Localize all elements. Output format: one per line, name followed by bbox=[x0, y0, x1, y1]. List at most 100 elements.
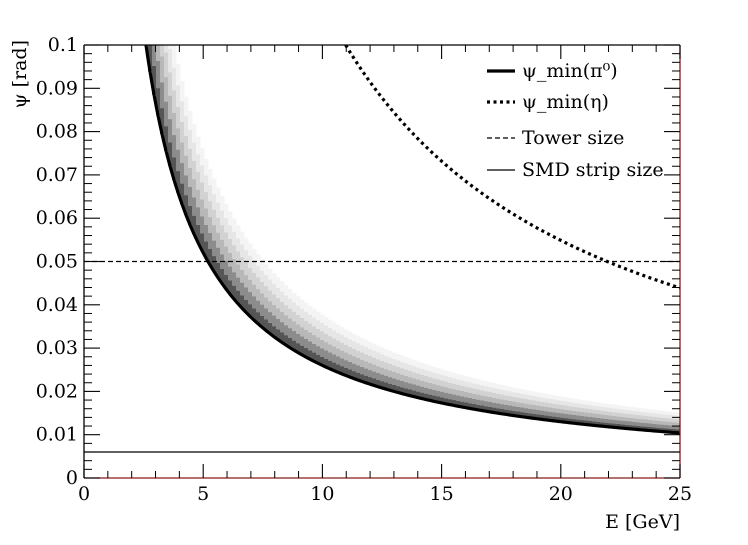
density-cell bbox=[536, 401, 541, 406]
density-cell bbox=[264, 264, 269, 276]
density-cell bbox=[448, 382, 453, 389]
density-cell bbox=[320, 331, 325, 340]
density-cell bbox=[424, 375, 429, 382]
density-cell bbox=[564, 401, 569, 406]
density-cell bbox=[364, 361, 369, 369]
density-cell bbox=[212, 240, 217, 257]
y-tick-label: 0.05 bbox=[36, 251, 78, 273]
density-cell bbox=[568, 414, 573, 419]
density-cell bbox=[580, 403, 585, 408]
x-tick-label: 20 bbox=[549, 483, 573, 505]
density-cell bbox=[316, 311, 321, 321]
density-cell bbox=[268, 268, 273, 280]
density-cell bbox=[240, 244, 245, 258]
density-cell bbox=[264, 286, 269, 298]
density-cell bbox=[256, 300, 261, 313]
density-cell bbox=[188, 110, 193, 130]
density-cell bbox=[500, 399, 505, 405]
density-cell bbox=[488, 397, 493, 402]
density-cell bbox=[376, 352, 381, 360]
density-cell bbox=[200, 182, 205, 200]
density-cell bbox=[296, 314, 301, 325]
density-cell bbox=[448, 377, 453, 383]
density-cell bbox=[584, 416, 589, 421]
density-cell bbox=[404, 382, 409, 389]
density-cell bbox=[432, 384, 437, 390]
density-cell bbox=[612, 423, 617, 428]
density-cell bbox=[448, 399, 453, 405]
density-cell bbox=[376, 345, 381, 353]
density-cell bbox=[524, 408, 529, 413]
density-cell bbox=[568, 418, 573, 423]
density-cell bbox=[160, 82, 165, 109]
density-cell bbox=[656, 427, 661, 432]
density-cell bbox=[404, 363, 409, 370]
density-cell bbox=[492, 383, 497, 388]
density-cell bbox=[476, 389, 481, 395]
density-cell bbox=[612, 415, 617, 420]
density-cell bbox=[404, 375, 409, 383]
density-cell bbox=[216, 247, 221, 263]
density-cell bbox=[156, 60, 161, 89]
density-cell bbox=[428, 388, 433, 395]
density-cell bbox=[428, 365, 433, 372]
density-cell bbox=[452, 378, 457, 384]
density-cell bbox=[156, 45, 161, 61]
density-cell bbox=[516, 397, 521, 403]
density-cell bbox=[456, 395, 461, 401]
density-cell bbox=[320, 356, 325, 366]
density-cell bbox=[668, 418, 673, 422]
density-cell bbox=[636, 425, 641, 430]
density-cell bbox=[360, 352, 365, 360]
density-cell bbox=[204, 175, 209, 193]
density-cell bbox=[508, 405, 513, 411]
density-cell bbox=[572, 398, 577, 403]
y-tick-label: 0.07 bbox=[36, 164, 78, 186]
density-cell bbox=[448, 388, 453, 394]
density-cell bbox=[232, 231, 237, 246]
density-cell bbox=[608, 419, 613, 424]
density-cell bbox=[228, 280, 233, 295]
density-cell bbox=[288, 318, 293, 329]
density-cell bbox=[328, 360, 333, 369]
density-cell bbox=[644, 423, 649, 427]
density-cell bbox=[352, 371, 357, 379]
density-cell bbox=[544, 415, 549, 420]
density-cell bbox=[664, 428, 669, 432]
density-cell bbox=[268, 301, 273, 313]
density-cell bbox=[396, 379, 401, 387]
density-cell bbox=[460, 391, 465, 397]
density-cell bbox=[600, 414, 605, 419]
density-cell bbox=[364, 347, 369, 355]
density-cell bbox=[288, 328, 293, 338]
density-cell bbox=[560, 409, 565, 414]
density-cell bbox=[480, 385, 485, 391]
density-cell bbox=[320, 322, 325, 332]
density-cell bbox=[324, 325, 329, 334]
density-cell bbox=[576, 407, 581, 412]
density-cell bbox=[476, 384, 481, 390]
density-cell bbox=[180, 80, 185, 102]
density-cell bbox=[452, 394, 457, 401]
density-cell bbox=[536, 405, 541, 411]
density-cell bbox=[432, 366, 437, 373]
density-cell bbox=[472, 393, 477, 399]
density-cell bbox=[220, 239, 225, 255]
density-cell bbox=[512, 396, 517, 402]
density-cell bbox=[312, 335, 317, 344]
density-cell bbox=[428, 377, 433, 383]
density-cell bbox=[328, 336, 333, 345]
density-cell bbox=[360, 345, 365, 353]
density-cell bbox=[452, 389, 457, 395]
density-cell bbox=[304, 329, 309, 339]
density-cell bbox=[316, 346, 321, 355]
density-cell bbox=[192, 179, 197, 198]
density-cell bbox=[260, 304, 265, 316]
density-cell bbox=[524, 394, 529, 400]
density-cell bbox=[632, 407, 637, 411]
density-cell bbox=[604, 403, 609, 408]
density-cell bbox=[524, 399, 529, 404]
density-cell bbox=[516, 411, 521, 417]
density-cell bbox=[184, 96, 189, 117]
density-cell bbox=[308, 305, 313, 315]
